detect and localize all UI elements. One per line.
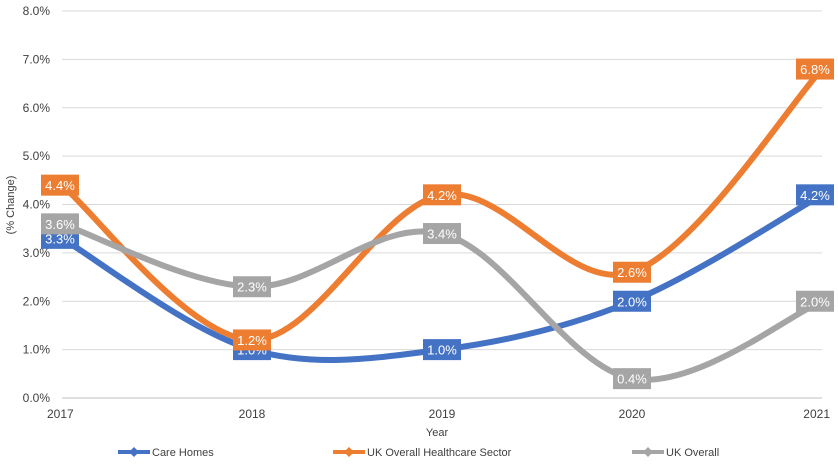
data-label-text: 0.4%: [617, 372, 647, 387]
data-label-box: [613, 368, 651, 390]
data-label-text: 4.2%: [427, 188, 457, 203]
data-label: 6.8%: [796, 58, 834, 80]
data-label-box: [233, 329, 271, 351]
legend-marker: [344, 447, 354, 457]
legend: Care Homes UK Overall Healthcare Sector UK…: [118, 447, 719, 459]
data-label-box: [796, 290, 834, 312]
y-tick-label: 3.0%: [23, 246, 51, 260]
data-label: 0.4%: [613, 368, 651, 390]
y-tick-label: 6.0%: [23, 101, 51, 115]
data-label-text: 2.6%: [617, 265, 647, 280]
data-label-text: 4.2%: [800, 188, 830, 203]
data-label: 2.0%: [796, 290, 834, 312]
x-axis-title: Year: [426, 427, 449, 439]
data-label: 2.0%: [613, 290, 651, 312]
data-label-text: 2.0%: [800, 294, 830, 309]
legend-label: UK Overall: [666, 447, 719, 459]
data-label-box: [41, 174, 79, 196]
y-tick-label: 0.0%: [23, 391, 51, 405]
data-label-box: [423, 223, 461, 245]
data-label: 2.3%: [233, 276, 271, 298]
data-label: 1.2%: [233, 329, 271, 351]
legend-item-care-homes: Care Homes: [118, 447, 214, 459]
x-tick-label: 2017: [47, 407, 74, 421]
legend-label: UK Overall Healthcare Sector: [367, 447, 512, 459]
data-label-box: [613, 290, 651, 312]
y-tick-label: 4.0%: [23, 198, 51, 212]
data-label-box: [423, 184, 461, 206]
y-tick-label: 7.0%: [23, 52, 51, 66]
x-tick-label: 2021: [803, 407, 830, 421]
data-label-box: [423, 339, 461, 361]
data-label-text: 1.0%: [427, 343, 457, 358]
x-axis: 2017 2018 2019 2020 2021: [47, 407, 830, 421]
x-tick-label: 2020: [619, 407, 646, 421]
x-tick-label: 2018: [239, 407, 266, 421]
series-line-care-homes: [59, 191, 825, 363]
data-label-text: 1.2%: [237, 333, 267, 348]
data-label-text: 3.6%: [45, 217, 75, 232]
data-label-text: 3.4%: [427, 227, 457, 242]
data-label-box: [233, 276, 271, 298]
y-axis-title: (% Change): [5, 176, 17, 235]
y-tick-label: 8.0%: [23, 4, 51, 18]
data-label-box: [796, 58, 834, 80]
y-tick-label: 2.0%: [23, 294, 51, 308]
y-axis: 0.0% 1.0% 2.0% 3.0% 4.0% 5.0% 6.0% 7.0% 8.0%: [23, 4, 51, 405]
legend-item-uk-overall: UK Overall: [632, 447, 719, 459]
legend-marker: [643, 447, 653, 457]
data-label-text: 3.3%: [45, 231, 75, 246]
x-tick-label: 2019: [429, 407, 456, 421]
data-label: 4.2%: [796, 184, 834, 206]
y-tick-label: 1.0%: [23, 343, 51, 357]
data-label-box: [796, 184, 834, 206]
legend-item-uk-overall-healthcare-sector: UK Overall Healthcare Sector: [333, 447, 512, 459]
data-label: 1.0%: [423, 339, 461, 361]
data-label-box: [613, 261, 651, 283]
data-label-text: 2.3%: [237, 280, 267, 295]
legend-label: Care Homes: [152, 447, 214, 459]
data-label: 3.4%: [423, 223, 461, 245]
data-label: 4.4%: [41, 174, 79, 196]
data-label-text: 4.4%: [45, 178, 75, 193]
legend-marker: [129, 447, 139, 457]
data-label: 4.2%: [423, 184, 461, 206]
data-label: 3.6%: [41, 213, 79, 235]
data-label-box: [41, 213, 79, 235]
data-label: 2.6%: [613, 261, 651, 283]
data-labels: 3.3%1.0%1.0%2.0%4.2%4.4%1.2%4.2%2.6%6.8%…: [41, 58, 834, 390]
data-label-text: 6.8%: [800, 62, 830, 77]
y-tick-label: 5.0%: [23, 149, 51, 163]
data-label-text: 2.0%: [617, 294, 647, 309]
